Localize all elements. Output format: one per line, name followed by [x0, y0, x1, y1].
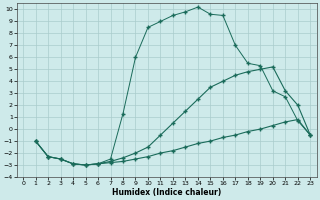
- X-axis label: Humidex (Indice chaleur): Humidex (Indice chaleur): [112, 188, 221, 197]
